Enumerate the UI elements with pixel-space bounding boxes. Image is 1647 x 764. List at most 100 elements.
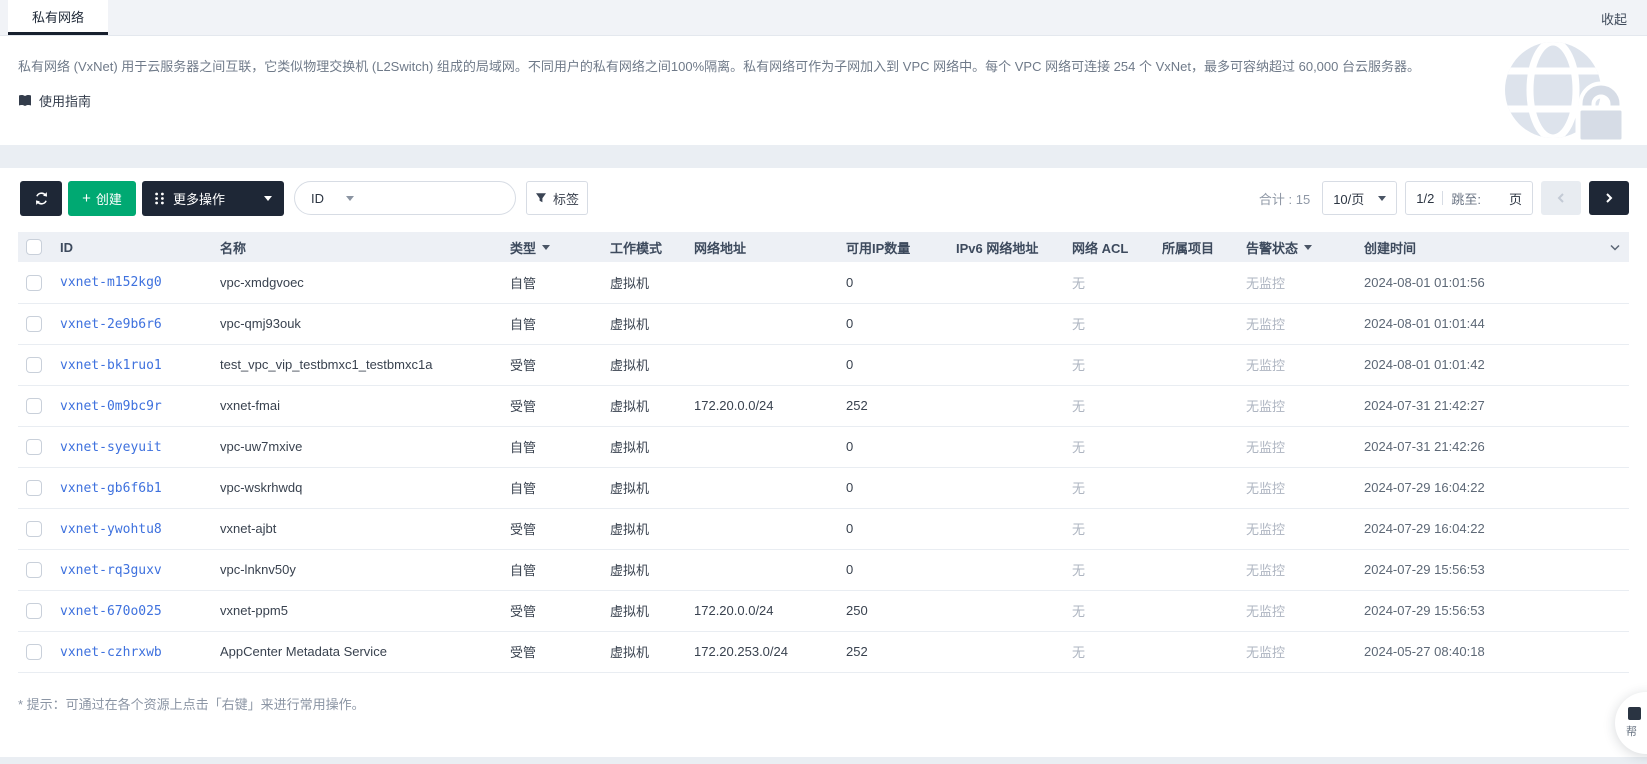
table-row[interactable]: vxnet-bk1ruo1 test_vpc_vip_testbmxc1_tes…	[18, 344, 1629, 386]
col-header-ipv6[interactable]: IPv6 网络地址	[948, 232, 1064, 262]
vxnet-list-panel: + 创建 更多操作 ID 标签 合	[0, 168, 1647, 757]
vxnet-id-link[interactable]: vxnet-syeyuit	[60, 439, 162, 455]
col-header-cidr[interactable]: 网络地址	[686, 232, 838, 262]
row-checkbox[interactable]	[26, 274, 42, 291]
tab-private-network[interactable]: 私有网络	[8, 0, 108, 35]
chevron-down-icon[interactable]	[346, 195, 354, 201]
vxnet-ip-count: 0	[838, 344, 948, 386]
jump-page-input[interactable]	[1480, 182, 1509, 214]
row-checkbox[interactable]	[26, 356, 42, 373]
refresh-button[interactable]	[20, 180, 62, 216]
select-all-checkbox[interactable]	[26, 239, 42, 256]
page-size-value: 10/页	[1333, 191, 1365, 207]
vxnet-id-link[interactable]: vxnet-bk1ruo1	[60, 357, 162, 373]
vxnet-id-link[interactable]: vxnet-rq3guxv	[60, 562, 162, 578]
table-row[interactable]: vxnet-syeyuit vpc-uw7mxive 自管 虚拟机 0 无 无监…	[18, 426, 1629, 468]
row-checkbox[interactable]	[26, 397, 42, 414]
col-header-project[interactable]: 所属项目	[1154, 232, 1238, 262]
sort-caret-icon[interactable]	[1304, 244, 1313, 250]
column-config-chevron-icon[interactable]	[1609, 240, 1621, 255]
vxnet-alarm-status: 无监控	[1238, 467, 1356, 509]
vxnet-type: 受管	[502, 631, 602, 673]
vxnet-id-link[interactable]: vxnet-czhrxwb	[60, 644, 162, 660]
vxnet-name: vpc-qmj93ouk	[212, 303, 502, 345]
usage-guide-link[interactable]: 使用指南	[18, 91, 1467, 110]
create-button[interactable]: + 创建	[68, 180, 136, 216]
col-header-type[interactable]: 类型	[502, 232, 602, 262]
table-body: vxnet-m152kg0 vpc-xmdgvoec 自管 虚拟机 0 无 无监…	[18, 262, 1629, 673]
row-checkbox[interactable]	[26, 520, 42, 537]
row-checkbox[interactable]	[26, 561, 42, 578]
vxnet-id-link[interactable]: vxnet-670o025	[60, 603, 162, 619]
table-row[interactable]: vxnet-670o025 vxnet-ppm5 受管 虚拟机 172.20.0…	[18, 590, 1629, 632]
vxnet-alarm-status: 无监控	[1238, 508, 1356, 550]
vxnet-ipv6	[948, 508, 1064, 550]
footer-hint: * 提示：可通过在各个资源上点击「右键」来进行常用操作。	[18, 696, 365, 712]
vxnet-cidr: 172.20.253.0/24	[686, 631, 838, 673]
vxnet-mode: 虚拟机	[602, 508, 686, 550]
vxnet-alarm-status: 无监控	[1238, 590, 1356, 632]
vxnet-id-link[interactable]: vxnet-2e9b6r6	[60, 316, 162, 332]
plus-icon: +	[82, 189, 91, 207]
vxnet-ip-count: 0	[838, 467, 948, 509]
table-row[interactable]: vxnet-2e9b6r6 vpc-qmj93ouk 自管 虚拟机 0 无 无监…	[18, 303, 1629, 345]
vxnet-ip-count: 0	[838, 549, 948, 591]
tag-filter-button[interactable]: 标签	[526, 181, 588, 215]
row-checkbox[interactable]	[26, 438, 42, 455]
page-size-select[interactable]: 10/页	[1322, 181, 1398, 215]
vxnet-type: 自管	[502, 262, 602, 304]
row-checkbox[interactable]	[26, 479, 42, 496]
table-row[interactable]: vxnet-rq3guxv vpc-lnknv50y 自管 虚拟机 0 无 无监…	[18, 549, 1629, 591]
vxnet-alarm-status: 无监控	[1238, 385, 1356, 427]
more-actions-dropdown[interactable]: 更多操作	[142, 180, 284, 216]
vxnet-project	[1154, 467, 1238, 509]
vxnet-id-link[interactable]: vxnet-m152kg0	[60, 275, 162, 291]
vxnet-created-time: 2024-08-01 01:01:56	[1356, 262, 1629, 304]
globe-lock-icon	[1505, 42, 1627, 144]
table-row[interactable]: vxnet-0m9bc9r vxnet-fmai 受管 虚拟机 172.20.0…	[18, 385, 1629, 427]
vxnet-acl: 无	[1064, 590, 1154, 632]
vxnet-name: vxnet-ajbt	[212, 508, 502, 550]
vxnet-project	[1154, 508, 1238, 550]
vxnet-alarm-status: 无监控	[1238, 426, 1356, 468]
vxnet-type: 受管	[502, 508, 602, 550]
create-label: 创建	[95, 191, 122, 207]
col-header-name[interactable]: 名称	[212, 232, 502, 262]
col-header-mode[interactable]: 工作模式	[602, 232, 686, 262]
search-input[interactable]	[354, 182, 503, 214]
row-checkbox[interactable]	[26, 602, 42, 619]
vxnet-alarm-status: 无监控	[1238, 303, 1356, 345]
vxnet-cidr	[686, 262, 838, 304]
table-row[interactable]: vxnet-czhrxwb AppCenter Metadata Service…	[18, 631, 1629, 673]
collapse-button[interactable]: 收起	[1600, 11, 1627, 27]
col-header-id[interactable]: ID	[52, 232, 212, 262]
table-row[interactable]: vxnet-gb6f6b1 vpc-wskrhwdq 自管 虚拟机 0 无 无监…	[18, 467, 1629, 509]
vxnet-ip-count: 0	[838, 508, 948, 550]
vxnet-created-time: 2024-05-27 08:40:18	[1356, 631, 1629, 673]
sort-caret-icon[interactable]	[542, 244, 551, 250]
col-header-acl[interactable]: 网络 ACL	[1064, 232, 1154, 262]
search-field-selector[interactable]: ID	[311, 190, 324, 206]
col-header-created[interactable]: 创建时间	[1356, 232, 1629, 262]
vxnet-id-link[interactable]: vxnet-gb6f6b1	[60, 480, 162, 496]
intro-panel: 私有网络 (VxNet) 用于云服务器之间互联，它类似物理交换机 (L2Swit…	[0, 36, 1647, 145]
col-header-ip-count[interactable]: 可用IP数量	[838, 232, 948, 262]
prev-page-button[interactable]	[1541, 181, 1581, 215]
row-checkbox[interactable]	[26, 643, 42, 660]
vxnet-acl: 无	[1064, 303, 1154, 345]
vxnet-acl: 无	[1064, 426, 1154, 468]
col-header-alarm[interactable]: 告警状态	[1238, 232, 1356, 262]
tag-filter-label: 标签	[552, 191, 579, 207]
vxnet-acl: 无	[1064, 508, 1154, 550]
vxnet-ipv6	[948, 385, 1064, 427]
next-page-button[interactable]	[1589, 181, 1629, 215]
vxnet-id-link[interactable]: vxnet-ywohtu8	[60, 521, 162, 537]
row-checkbox[interactable]	[26, 315, 42, 332]
vxnet-ipv6	[948, 549, 1064, 591]
table-row[interactable]: vxnet-m152kg0 vpc-xmdgvoec 自管 虚拟机 0 无 无监…	[18, 262, 1629, 304]
more-actions-label: 更多操作	[173, 191, 226, 207]
table-row[interactable]: vxnet-ywohtu8 vxnet-ajbt 受管 虚拟机 0 无 无监控 …	[18, 508, 1629, 550]
vxnet-id-link[interactable]: vxnet-0m9bc9r	[60, 398, 162, 414]
vxnet-mode: 虚拟机	[602, 262, 686, 304]
vxnet-acl: 无	[1064, 631, 1154, 673]
